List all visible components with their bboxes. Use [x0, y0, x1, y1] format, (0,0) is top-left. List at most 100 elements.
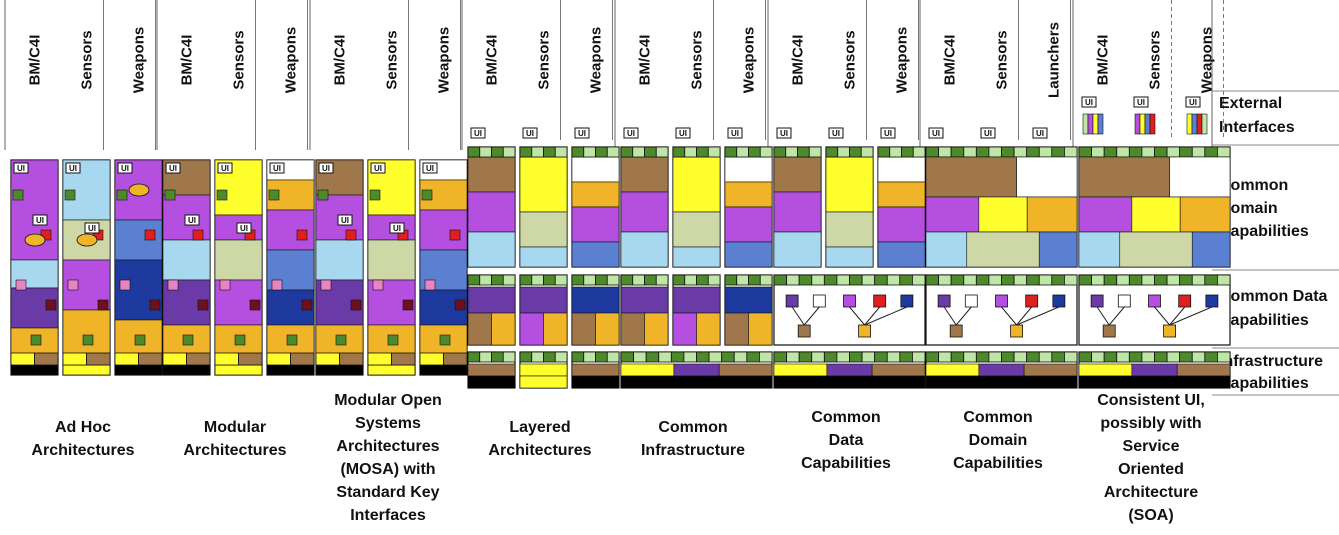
infrastructure-connector-block — [1128, 146, 1143, 158]
group-caption: Oriented — [1118, 461, 1184, 478]
infrastructure-block — [238, 352, 263, 366]
domain-capability-block — [825, 156, 874, 213]
ui-badge — [165, 162, 181, 174]
infrastructure-block — [266, 352, 291, 366]
column-header-label: BM/C4I — [484, 35, 501, 86]
infrastructure-connector-block — [746, 351, 760, 363]
infrastructure-connector-block — [1091, 274, 1105, 286]
component-square — [249, 299, 261, 311]
infrastructure-connector-block — [925, 274, 939, 286]
infrastructure-connector-block — [950, 351, 965, 363]
component-square — [182, 334, 194, 346]
data-service-node — [797, 324, 811, 338]
group-caption: Common — [811, 409, 880, 426]
infrastructure-connector-block — [889, 146, 902, 158]
infrastructure-connector-block — [950, 146, 965, 158]
infrastructure-connector-block — [773, 351, 787, 363]
infrastructure-connector-block — [1026, 351, 1040, 363]
infrastructure-connector-block — [849, 274, 863, 286]
infrastructure-block — [186, 352, 211, 366]
infrastructure-connector-block — [606, 146, 620, 158]
infrastructure-connector-block — [724, 146, 738, 158]
infrastructure-connector-block — [798, 351, 813, 363]
column-header-label: Weapons — [436, 27, 453, 93]
component-square — [197, 299, 209, 311]
layer-label: Infrastructure — [1219, 353, 1323, 370]
domain-capability-block — [1119, 231, 1193, 268]
component-square — [369, 189, 381, 201]
capability-block — [162, 239, 211, 281]
ui-badge-label: UI — [374, 164, 382, 173]
infrastructure-connector-block — [1141, 146, 1155, 158]
group-caption: Systems — [355, 415, 421, 432]
ui-badge-label: UI — [69, 164, 77, 173]
domain-capability-block — [925, 196, 980, 233]
layer-label: Common Data — [1219, 288, 1328, 305]
column-header-label: Sensors — [79, 30, 96, 89]
infrastructure-connector-block — [1116, 146, 1130, 158]
infrastructure-connector-block — [912, 351, 926, 363]
column-header-label: Weapons — [894, 27, 911, 93]
data-capability-block — [620, 286, 669, 314]
ui-badge-label: UI — [1085, 98, 1093, 107]
infrastructure-connector-block — [1128, 351, 1143, 363]
domain-capability-block — [1016, 156, 1078, 198]
interface-stripe — [1191, 113, 1198, 135]
data-service-node — [1205, 294, 1219, 308]
data-link-line — [943, 306, 957, 326]
group-caption: Capabilities — [801, 455, 891, 472]
data-service-node — [1117, 294, 1131, 308]
infrastructure-block — [620, 363, 675, 377]
infrastructure-connector-block — [1038, 146, 1053, 158]
infrastructure-block — [419, 364, 468, 376]
infrastructure-connector-block — [1217, 274, 1231, 286]
infrastructure-connector-block — [543, 274, 556, 286]
infrastructure-connector-block — [975, 146, 990, 158]
layer-label: Capabilities — [1219, 375, 1309, 392]
ui-badge — [880, 127, 896, 139]
group-caption: Common — [658, 419, 727, 436]
data-link-line — [864, 306, 908, 326]
infrastructure-connector-block — [1064, 146, 1078, 158]
data-link-line — [1001, 306, 1017, 326]
infrastructure-connector-block — [1191, 274, 1206, 286]
infrastructure-connector-block — [925, 146, 939, 158]
data-capability-block — [724, 286, 773, 314]
infrastructure-block — [673, 363, 720, 377]
group-caption: Modular — [204, 419, 266, 436]
column-header-label: Sensors — [689, 30, 706, 89]
infrastructure-connector-block — [785, 146, 798, 158]
interface-stripe — [1196, 113, 1203, 135]
infrastructure-connector-block — [975, 274, 990, 286]
domain-capability-block — [467, 191, 516, 233]
data-service-node — [858, 324, 871, 338]
group-caption: Architectures — [31, 442, 134, 459]
infrastructure-connector-block — [491, 274, 504, 286]
infrastructure-connector-block — [823, 351, 838, 363]
column-header-label: BM/C4I — [942, 35, 959, 86]
infrastructure-connector-block — [836, 274, 850, 286]
infrastructure-connector-block — [1128, 274, 1143, 286]
infrastructure-connector-block — [606, 274, 620, 286]
infrastructure-connector-block — [571, 274, 585, 286]
component-square — [286, 334, 298, 346]
infrastructure-block — [871, 363, 926, 377]
ui-badge-label: UI — [322, 164, 330, 173]
infrastructure-block — [391, 352, 416, 366]
infrastructure-connector-block — [708, 351, 723, 363]
infrastructure-block — [315, 352, 340, 366]
column-header-label: Weapons — [1199, 27, 1216, 93]
infrastructure-block — [571, 375, 620, 389]
infrastructure-connector-block — [707, 146, 721, 158]
ui-badge — [389, 222, 405, 234]
data-service-node — [873, 294, 887, 308]
component-square — [149, 299, 161, 311]
infrastructure-connector-block — [1078, 351, 1092, 363]
infrastructure-connector-block — [874, 351, 888, 363]
component-square — [345, 229, 357, 241]
infrastructure-connector-block — [1166, 274, 1181, 286]
domain-capability-block — [467, 156, 516, 193]
infrastructure-connector-block — [479, 146, 492, 158]
infrastructure-connector-block — [467, 351, 481, 363]
domain-capability-block — [672, 156, 721, 213]
